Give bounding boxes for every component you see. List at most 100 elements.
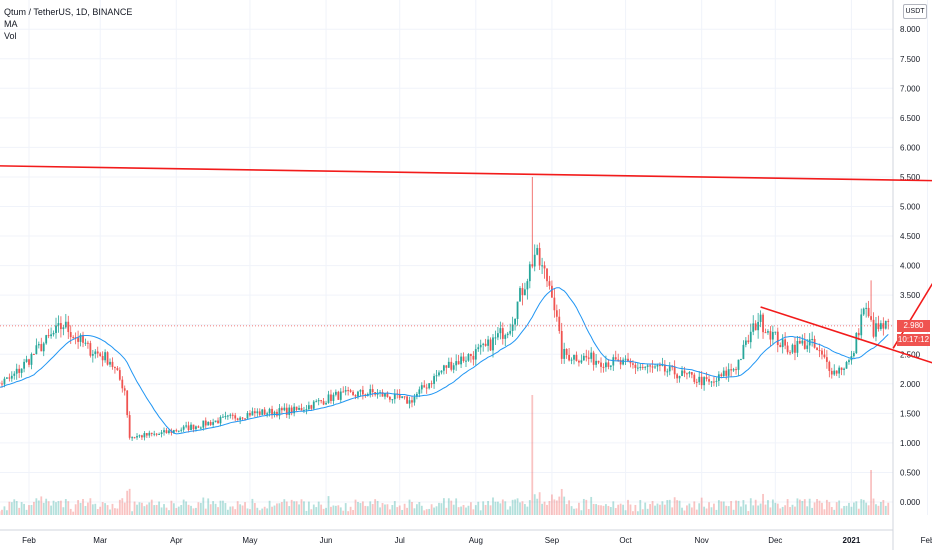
candle-body [654,366,656,367]
candle-body [107,352,109,364]
candle-body [720,374,722,376]
volume-bar [855,501,857,515]
candle-body [345,390,347,391]
currency-badge[interactable]: USDT [903,4,927,19]
volume-bar [394,501,396,515]
candle-body [227,416,229,417]
volume-bar [492,497,494,515]
volume-bar [153,505,155,515]
candle-body [524,289,526,295]
candle-body [485,344,487,346]
volume-bar [168,510,170,515]
candle-body [666,371,668,372]
volume-bar [578,503,580,515]
volume-bar [821,503,823,515]
candle-body [779,345,781,347]
volume-bar [252,499,254,515]
volume-bar [860,499,862,515]
volume-bar [183,500,185,515]
descending-trendline [761,307,932,387]
volume-bar [740,507,742,515]
volume-bar [161,507,163,515]
candle-body [355,395,357,396]
candle-body [789,352,791,353]
volume-bar [335,506,337,515]
candle-body [777,332,779,345]
volume-bar [816,499,818,515]
volume-bar [357,502,359,515]
volume-bar [261,509,263,515]
candle-body [387,393,389,396]
volume-bar [607,506,609,515]
candle-body [330,394,332,400]
volume-bar [811,508,813,515]
volume-bar [639,500,641,515]
candle-body [286,408,288,415]
candle-body [65,322,67,328]
candle-body [13,374,15,376]
candle-body [740,359,742,360]
candle-body [482,344,484,345]
candle-body [610,365,612,366]
volume-bar [588,509,590,515]
candle-body [497,333,499,337]
volume-bar [58,501,60,515]
x-tick-label: Jul [395,536,405,545]
volume-bar [28,505,30,515]
volume-bar [716,510,718,515]
candle-body [87,343,89,344]
volume-bar [551,494,553,515]
y-tick-label: 2.000 [900,380,921,389]
volume-bar [752,505,754,515]
volume-bar [193,508,195,515]
x-tick-label: 2021 [843,536,861,545]
candle-body [455,361,457,365]
candle-body [92,354,94,356]
volume-bar [94,504,96,515]
candle-body [428,383,430,388]
volume-bar [237,501,239,515]
candle-body [146,433,148,435]
volume-bar [585,500,587,515]
candle-body [202,421,204,428]
volume-bar [524,504,526,515]
candle-body [458,361,460,364]
volume-bar [561,489,563,515]
candle-body [676,374,678,378]
volume-indicator-label[interactable]: Vol [4,30,132,42]
candle-body [200,428,202,429]
volume-bar [416,504,418,515]
candle-body [799,341,801,344]
candle-body [11,376,13,379]
volume-bar [225,503,227,515]
candle-body [887,321,889,322]
volume-bar [276,503,278,515]
candle-body [259,411,261,414]
candle-body [563,349,565,359]
symbol-title[interactable]: Qtum / TetherUS, 1D, BINANCE [4,6,132,18]
candle-body [765,332,767,333]
y-tick-label: 0.500 [900,468,921,477]
volume-bar [247,508,249,515]
volume-bar [563,497,565,515]
volume-bar [767,500,769,515]
candle-body [104,352,106,360]
candle-body [504,335,506,339]
volume-bar [288,506,290,515]
volume-bar [436,506,438,515]
candle-body [6,377,8,378]
volume-bar [16,501,18,515]
candle-body [124,388,126,390]
candle-body [725,371,727,376]
volume-bar [387,504,389,515]
volume-bar [134,502,136,515]
volume-bar [458,507,460,515]
volume-bar [180,505,182,515]
volume-bar [421,506,423,515]
candle-body [266,413,268,414]
ma-indicator-label[interactable]: MA [4,18,132,30]
candle-body [831,371,833,375]
candle-body [234,415,236,418]
